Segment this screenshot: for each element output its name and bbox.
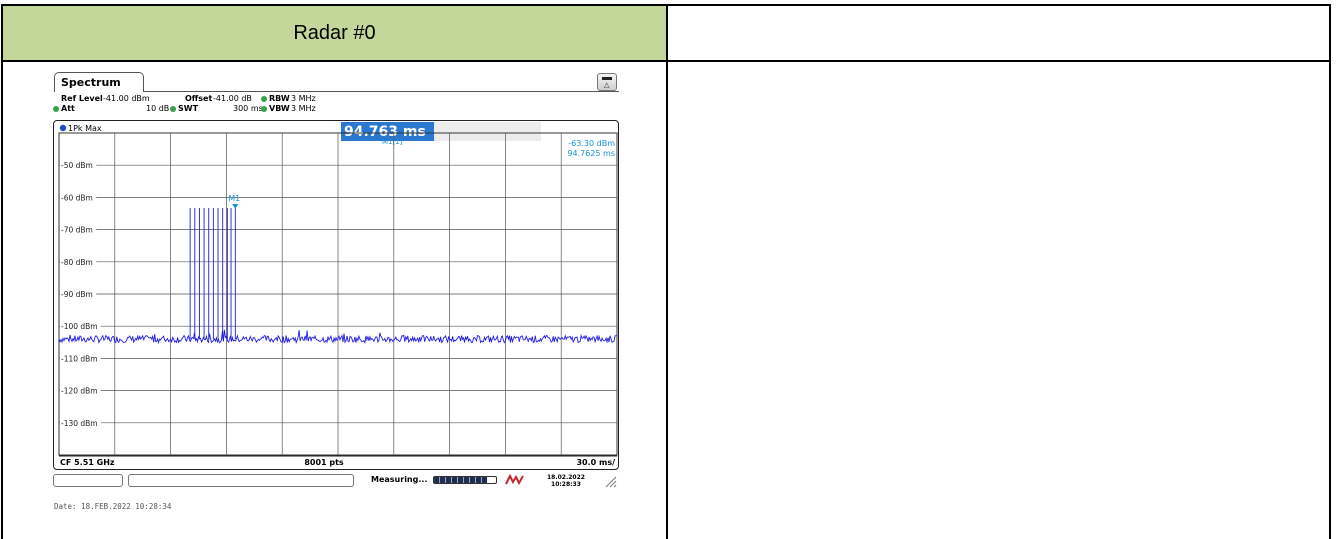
marker-time-readout: 94.7625 ms	[567, 149, 615, 158]
vbw-led-icon	[261, 104, 267, 114]
vbw-label: VBW	[269, 104, 290, 113]
offset-label: Offset	[185, 94, 213, 103]
capture-date: Date: 18.FEB.2022 10:28:34	[54, 502, 172, 511]
marker-level-readout: -63.30 dBm	[568, 139, 615, 148]
y-tick-label-bg	[60, 224, 97, 234]
ref-level-label: Ref Level	[61, 94, 103, 103]
marker-label: M1	[228, 194, 240, 203]
marker-triangle	[232, 204, 239, 210]
rbw-value: 3 MHz	[291, 94, 316, 103]
y-tick-label: -80 dBm	[61, 258, 93, 267]
trace-label: 1Pk Max	[68, 124, 102, 133]
att-led-icon	[53, 104, 59, 114]
y-tick-label-bg	[60, 192, 97, 202]
rbw-label: RBW	[269, 94, 290, 103]
rbw-led-icon	[261, 94, 267, 104]
status-box-message	[128, 474, 354, 487]
measuring-status: Measuring...	[371, 475, 428, 484]
readout-highlight	[341, 122, 434, 141]
timestamp: 18.02.2022 10:28:33	[547, 474, 585, 488]
att-label: Att	[61, 104, 75, 113]
tab-spectrum[interactable]: Spectrum	[54, 72, 144, 92]
y-tick-label-bg	[60, 353, 101, 363]
display-config-icon[interactable]: △	[597, 73, 617, 91]
trace-indicator-icon	[59, 124, 67, 132]
resize-grip-icon[interactable]	[603, 474, 617, 488]
tab-underline	[144, 91, 619, 92]
trace-line	[58, 329, 618, 345]
y-tick-label: -60 dBm	[61, 193, 93, 202]
swt-led-icon	[170, 104, 176, 114]
table-header-left: Radar #0	[3, 6, 668, 62]
swt-label: SWT	[178, 104, 199, 113]
y-tick-label-bg	[60, 256, 97, 266]
center-frequency-label: CF 5.51 GHz	[60, 458, 115, 467]
status-bar: Measuring... 18.02.2022 10:28:33	[53, 472, 619, 490]
y-tick-label: -130 dBm	[61, 419, 98, 428]
spectrum-analyzer-screenshot: Spectrum △ Ref Level -41.00 dBm Offset -…	[53, 72, 619, 511]
measurement-progress	[433, 476, 497, 484]
y-tick-label-bg	[60, 321, 101, 331]
points-label: 8001 pts	[304, 458, 344, 467]
instrument-logo-icon	[505, 474, 524, 486]
vbw-value: 3 MHz	[291, 104, 316, 113]
y-tick-label: -70 dBm	[61, 226, 93, 235]
plot-frame: 1Pk Max 94.763 ms M1[1] -63.30 dBm 94.7625 m…	[53, 120, 619, 470]
ref-level-value: -41.00 dBm	[103, 94, 150, 103]
marker-readout-big: 94.763 ms	[344, 124, 426, 140]
y-tick-label: -90 dBm	[61, 290, 93, 299]
timestamp-date: 18.02.2022	[547, 474, 585, 481]
y-tick-label-bg	[60, 160, 97, 170]
document-table: Radar #0	[1, 4, 1331, 539]
y-tick-label-bg	[60, 417, 101, 427]
swt-value: 300 ms	[233, 104, 263, 113]
y-tick-label-bg	[60, 289, 97, 298]
att-value: 10 dB	[146, 104, 170, 113]
table-header-right	[668, 6, 1329, 62]
y-tick-label: -120 dBm	[61, 387, 98, 396]
y-tick-label: -100 dBm	[61, 322, 98, 331]
status-box-left	[53, 474, 123, 487]
y-tick-label-bg	[60, 385, 101, 395]
column-divider	[666, 62, 668, 539]
timestamp-time: 10:28:33	[551, 481, 581, 488]
time-per-division-label: 30.0 ms/	[576, 458, 615, 467]
marker-readout-name: M1[1]	[382, 138, 403, 146]
offset-value: -41.00 dB	[213, 94, 252, 103]
y-tick-label: -50 dBm	[61, 161, 93, 170]
y-tick-label: -110 dBm	[61, 354, 98, 363]
